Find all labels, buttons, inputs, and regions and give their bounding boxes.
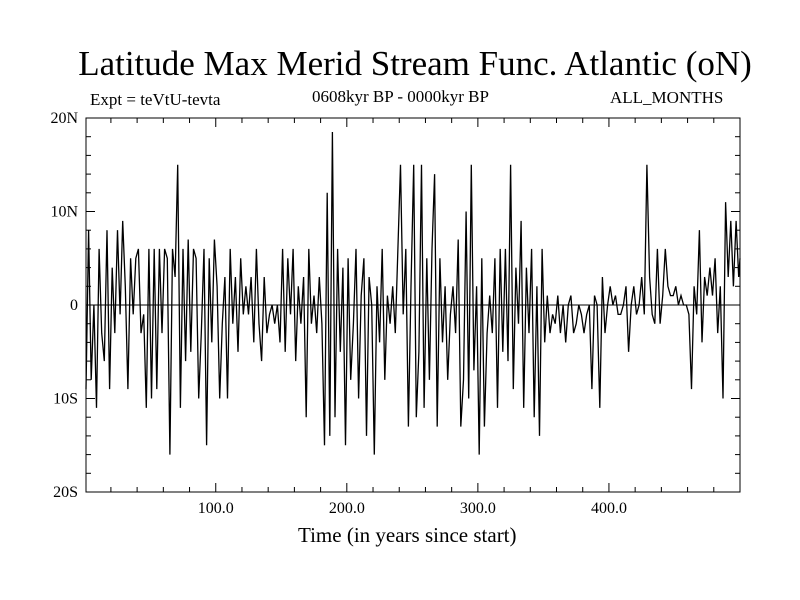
x-tick-label: 100.0 [198,500,234,517]
x-tick-label: 200.0 [329,500,365,517]
y-tick-label: 10S [53,391,78,408]
x-tick-label: 400.0 [591,500,627,517]
y-tick-label: 20N [50,110,78,127]
period-label: 0608kyr BP - 0000kyr BP [312,87,489,106]
x-tick-label: 300.0 [460,500,496,517]
chart-title: Latitude Max Merid Stream Func. Atlantic… [78,44,752,83]
y-tick-label: 10N [50,204,78,221]
months-label: ALL_MONTHS [610,88,724,107]
y-tick-label: 20S [53,484,78,501]
x-axis-label: Time (in years since start) [298,523,517,547]
experiment-label: Expt = teVtU-tevta [90,90,221,109]
y-tick-label: 0 [70,297,78,314]
series-line-1 [85,131,741,455]
